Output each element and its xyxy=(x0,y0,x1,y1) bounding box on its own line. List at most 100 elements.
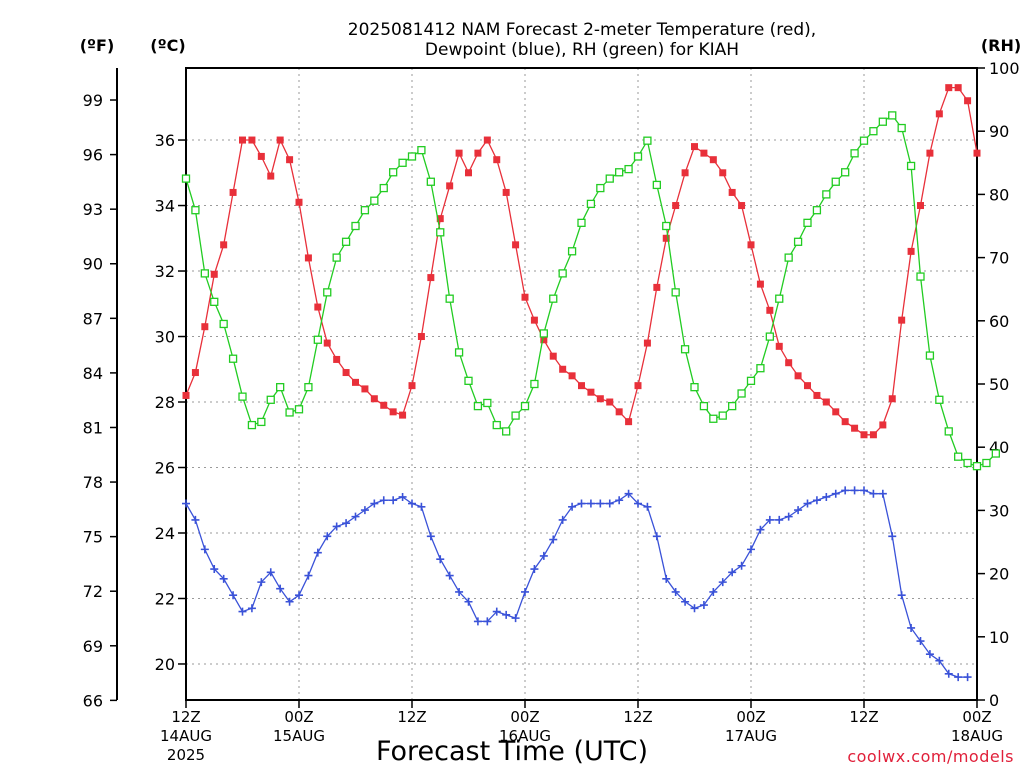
rh-tick-label: 30 xyxy=(989,501,1009,520)
rh-point xyxy=(285,408,294,417)
dewpoint-point xyxy=(210,565,219,574)
temperature-point xyxy=(229,188,237,196)
temperature-point xyxy=(954,84,962,92)
dewpoint-point xyxy=(530,565,539,574)
dewpoint-point xyxy=(963,673,972,682)
rh-point xyxy=(407,152,417,161)
temperature-point xyxy=(465,169,472,177)
x-tick-label-time: 00Z xyxy=(510,708,539,726)
temperature-point xyxy=(304,254,312,262)
dewpoint-point xyxy=(718,578,727,587)
rh-point xyxy=(699,401,709,411)
dewpoint-point xyxy=(473,617,482,626)
fahrenheit-tick-label: 75 xyxy=(83,528,103,547)
dewpoint-point xyxy=(539,551,548,560)
dewpoint-point xyxy=(784,512,793,521)
temperature-point xyxy=(493,156,501,164)
rh-series xyxy=(181,111,1000,471)
rh-point xyxy=(784,253,793,262)
dewpoint-point xyxy=(869,489,878,498)
dewpoint-point xyxy=(596,499,605,508)
x-tick-label-time: 00Z xyxy=(962,708,991,726)
dewpoint-point xyxy=(756,525,765,534)
dewpoint-point xyxy=(775,515,784,524)
dewpoint-point xyxy=(483,617,492,626)
temperature-point xyxy=(728,188,736,196)
rh-tick-label: 50 xyxy=(989,375,1009,394)
x-tick-label-time: 12Z xyxy=(397,708,426,726)
dewpoint-point xyxy=(436,555,445,564)
dewpoint-point xyxy=(492,607,501,616)
temperature-point xyxy=(879,421,887,429)
temperature-point xyxy=(822,398,830,406)
x-tick-label-time: 12Z xyxy=(849,708,878,726)
rh-point xyxy=(577,218,586,227)
temperature-point xyxy=(549,352,557,360)
rh-point xyxy=(464,376,473,385)
rh-point xyxy=(746,376,756,385)
temperature-point xyxy=(389,408,397,416)
rh-line xyxy=(185,114,997,467)
celsius-tick-label: 36 xyxy=(155,131,175,150)
rh-point xyxy=(567,247,577,256)
dewpoint-point xyxy=(709,587,718,596)
rh-point xyxy=(539,329,548,338)
temperature-point xyxy=(530,316,538,324)
dewpoint-point xyxy=(624,489,633,498)
temperature-point xyxy=(596,395,604,403)
temperature-point xyxy=(483,136,491,144)
dewpoint-point xyxy=(841,486,850,495)
temperature-point xyxy=(380,401,388,409)
rh-point xyxy=(803,218,812,227)
rh-point xyxy=(341,237,351,246)
x-tick-label-time: 12Z xyxy=(171,708,200,726)
fahrenheit-tick-label: 87 xyxy=(83,309,103,328)
temperature-point xyxy=(606,398,614,406)
celsius-tick-label: 20 xyxy=(155,655,175,674)
rh-point xyxy=(417,146,426,155)
dewpoint-point xyxy=(634,499,642,508)
temperature-point xyxy=(804,382,811,390)
rh-point xyxy=(228,354,238,363)
temperature-point xyxy=(323,339,331,347)
dewpoint-point xyxy=(699,601,708,610)
dewpoint-point xyxy=(586,499,595,508)
fahrenheit-tick-label: 72 xyxy=(83,582,103,601)
rh-point xyxy=(379,183,388,193)
rh-point xyxy=(906,161,916,171)
dewpoint-point xyxy=(888,532,897,541)
x-tick-label-date: 15AUG xyxy=(273,727,325,745)
temperature-point xyxy=(333,355,341,363)
dewpoint-point xyxy=(417,502,426,511)
dewpoint-point xyxy=(464,597,473,606)
dewpoint-point xyxy=(426,532,435,541)
rh-point xyxy=(624,164,633,174)
rh-point xyxy=(944,427,953,436)
temperature-point xyxy=(625,418,633,426)
chart-title-line2: Dewpoint (blue), RH (green) for KIAH xyxy=(425,40,739,60)
rh-point xyxy=(549,294,558,303)
celsius-tick-label: 28 xyxy=(155,393,175,412)
dewpoint-point xyxy=(370,499,379,508)
rh-unit-label: (RH) xyxy=(981,36,1021,55)
temperature-point xyxy=(869,431,877,439)
rh-point xyxy=(238,392,247,401)
rh-point xyxy=(257,417,266,427)
temperature-point xyxy=(257,152,265,160)
chart-title-line1: 2025081412 NAM Forecast 2-meter Temperat… xyxy=(348,20,816,40)
rh-point xyxy=(756,364,765,373)
fahrenheit-tick-label: 81 xyxy=(83,418,103,437)
temperature-point xyxy=(964,97,972,105)
dewpoint-point xyxy=(266,568,275,577)
temperature-point xyxy=(361,385,369,393)
rh-point xyxy=(671,288,680,297)
dewpoint-point xyxy=(445,571,454,580)
rh-point xyxy=(323,288,332,297)
rh-point xyxy=(728,401,737,411)
rh-point xyxy=(841,168,850,177)
rh-point xyxy=(294,405,304,414)
rh-point xyxy=(850,149,859,158)
dewpoint-point xyxy=(229,591,238,600)
temperature-point xyxy=(775,342,783,350)
dewpoint-point xyxy=(878,489,887,498)
